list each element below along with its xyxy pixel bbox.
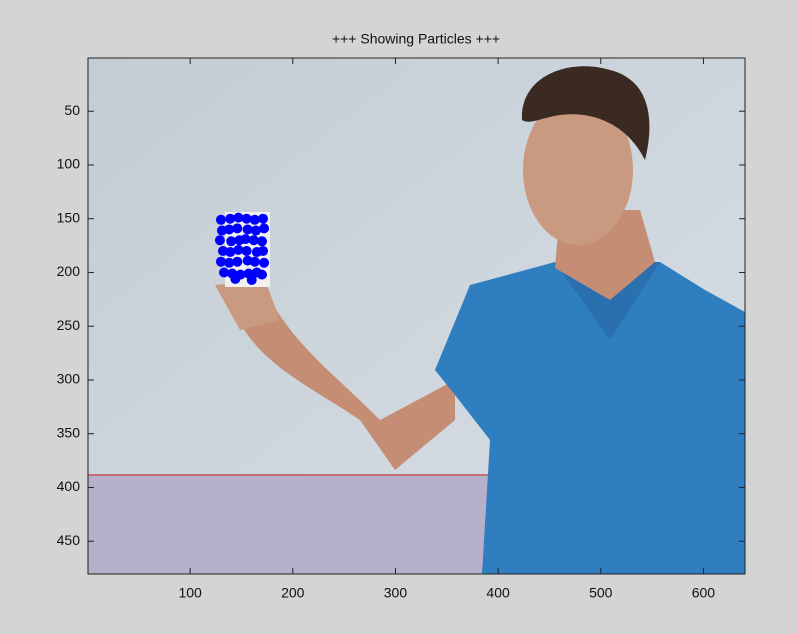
chart-title: +++ Showing Particles +++ — [332, 31, 500, 47]
y-tick-label: 50 — [64, 102, 80, 118]
x-tick-label: 600 — [692, 585, 716, 601]
x-tick-label: 100 — [178, 585, 202, 601]
x-tick-label: 500 — [589, 585, 613, 601]
y-tick-label: 400 — [57, 478, 81, 494]
image — [88, 58, 745, 574]
y-tick-label: 250 — [57, 317, 81, 333]
y-tick-label: 100 — [57, 156, 81, 172]
particle — [250, 257, 260, 267]
particle — [216, 215, 226, 225]
page: +++ Showing Particles +++ 100 200 300 400 50… — [0, 0, 797, 634]
y-tick-label: 300 — [57, 371, 81, 387]
particle — [242, 246, 252, 256]
particle — [259, 258, 269, 268]
y-tick-label: 450 — [57, 532, 81, 548]
x-tick-label: 400 — [486, 585, 510, 601]
particle — [257, 236, 267, 246]
particle — [258, 246, 268, 256]
particle — [258, 214, 268, 224]
figure: +++ Showing Particles +++ 100 200 300 400 50… — [0, 0, 797, 634]
x-tick-label: 300 — [384, 585, 408, 601]
particle — [215, 235, 225, 245]
y-tick-label: 200 — [57, 263, 81, 279]
x-tick-label: 200 — [281, 585, 305, 601]
particle — [232, 223, 242, 233]
y-tick-label: 150 — [57, 209, 81, 225]
particle — [247, 275, 257, 285]
y-tick-label: 350 — [57, 424, 81, 440]
lower-wall — [88, 475, 498, 574]
particle — [232, 257, 242, 267]
particle — [257, 270, 267, 280]
particle — [259, 223, 269, 233]
particle — [230, 274, 240, 284]
